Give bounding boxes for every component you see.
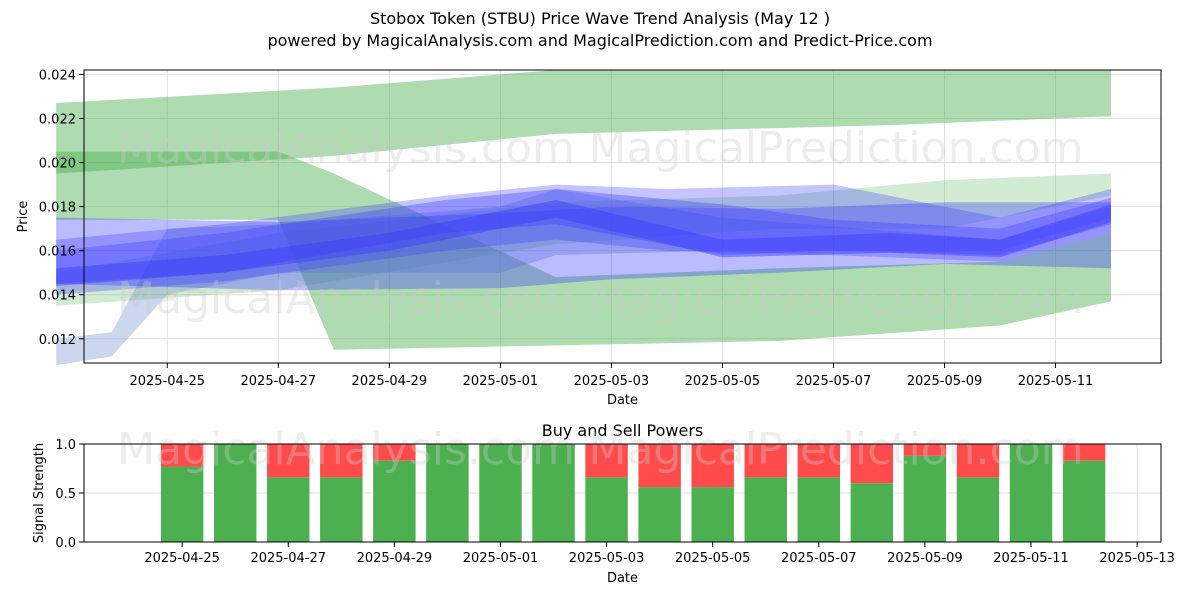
top-y-tick-label: 0.024	[39, 68, 76, 83]
bottom-x-tick-label: 2025-05-07	[781, 551, 857, 566]
buy-power-bar	[160, 466, 204, 542]
bottom-x-tick-label: 2025-05-11	[993, 551, 1069, 566]
bottom-x-tick-label: 2025-05-09	[887, 551, 963, 566]
buy-power-bar	[1009, 444, 1053, 542]
bottom-y-tick-label: 0.5	[55, 487, 76, 502]
top-x-tick-label: 2025-05-05	[685, 374, 761, 389]
buy-power-bar	[903, 455, 947, 542]
buy-power-bar	[744, 477, 787, 542]
bottom-x-tick-label: 2025-05-05	[675, 551, 751, 566]
bottom-x-tick-label: 2025-04-27	[250, 551, 326, 566]
watermark-text: MagicalAnalysis.com	[117, 273, 575, 324]
bottom-x-tick-label: 2025-04-25	[144, 551, 220, 566]
top-x-tick-label: 2025-05-07	[796, 374, 872, 389]
buy-power-bar	[213, 444, 257, 542]
top-gridlines	[84, 70, 1161, 363]
buy-power-bar	[267, 477, 310, 542]
buy-power-bar	[638, 487, 681, 542]
price-band-blue	[56, 189, 1112, 284]
top-y-tick-label: 0.012	[39, 333, 76, 348]
sell-power-bar	[850, 444, 894, 484]
sell-power-bar	[691, 444, 734, 488]
buy-power-bar	[691, 487, 734, 542]
buy-power-bar	[585, 477, 628, 542]
top-x-tick-label: 2025-05-03	[574, 374, 650, 389]
sell-power-bar	[585, 444, 628, 478]
chart-title: Stobox Token (STBU) Price Wave Trend Ana…	[369, 9, 831, 28]
buy-power-bar	[373, 460, 416, 542]
chart-subtitle: powered by MagicalAnalysis.com and Magic…	[267, 31, 933, 50]
top-x-tick-label: 2025-04-29	[352, 374, 428, 389]
sell-power-bar	[744, 444, 787, 478]
sell-power-bar	[160, 444, 204, 467]
bottom-y-tick-label: 1.0	[55, 438, 76, 453]
top-y-tick-label: 0.016	[39, 245, 76, 260]
top-x-ticks: 2025-04-25 2025-04-27 2025-04-29 2025-05-01…	[129, 363, 1093, 389]
buy-sell-title: Buy and Sell Powers	[542, 421, 704, 440]
top-y-tick-label: 0.020	[39, 157, 76, 172]
buy-power-bar	[850, 483, 894, 542]
bottom-x-tick-label: 2025-04-29	[357, 551, 433, 566]
bottom-x-axis-label: Date	[607, 571, 638, 586]
sell-power-bar	[320, 444, 363, 478]
sell-power-bar	[267, 444, 310, 478]
watermark-text: MagicalPrediction.com	[589, 424, 1084, 475]
sell-power-bar	[956, 444, 1000, 478]
bottom-x-tick-label: 2025-05-03	[569, 551, 645, 566]
top-x-tick-label: 2025-05-11	[1018, 374, 1094, 389]
buy-power-bar	[320, 477, 363, 542]
watermark-bottom: MagicalAnalysis.com MagicalPrediction.com	[117, 424, 1083, 475]
buy-power-bar	[1062, 460, 1106, 542]
price-bands	[56, 70, 1112, 366]
sell-power-bar	[903, 444, 947, 456]
watermark-text: MagicalPrediction.com	[589, 123, 1084, 174]
buy-power-bar	[797, 477, 841, 542]
watermark-text: MagicalAnalysis.com	[117, 424, 575, 475]
watermark-text: MagicalAnalysis.com	[117, 123, 575, 174]
bottom-x-ticks: 2025-04-25 2025-04-27 2025-04-29 2025-05-01…	[144, 542, 1175, 566]
sell-power-bar	[638, 444, 681, 488]
price-band-green	[56, 173, 1112, 306]
bottom-y-ticks: 0.0 0.5 1.0	[55, 438, 84, 551]
sell-power-bar	[1062, 444, 1106, 461]
buy-power-bar	[956, 477, 1000, 542]
price-band-blue	[56, 200, 1112, 286]
top-x-tick-label: 2025-04-27	[241, 374, 317, 389]
top-x-tick-label: 2025-05-01	[463, 374, 539, 389]
top-x-tick-label: 2025-05-09	[907, 374, 983, 389]
top-x-axis-label: Date	[607, 393, 638, 408]
price-band-green	[56, 151, 1112, 350]
top-plot-frame	[83, 69, 1162, 364]
bottom-x-tick-label: 2025-05-13	[1099, 551, 1175, 566]
top-y-tick-label: 0.018	[39, 201, 76, 216]
bottom-y-tick-label: 0.0	[55, 536, 76, 551]
top-y-tick-label: 0.022	[39, 112, 76, 127]
top-y-tick-label: 0.014	[39, 289, 76, 304]
price-band-green	[56, 70, 1112, 174]
buy-power-bar	[532, 444, 575, 542]
top-y-axis-label: Price	[16, 201, 31, 233]
bottom-y-axis-label: Signal Strength	[32, 443, 47, 543]
buy-power-bar	[479, 444, 522, 542]
price-band-slate	[56, 189, 1112, 366]
watermark-top: MagicalAnalysis.com MagicalPrediction.com…	[117, 123, 1083, 324]
top-y-ticks: 0.012 0.014 0.016 0.018 0.020 0.022 0.024	[39, 68, 84, 348]
buy-sell-bars	[160, 444, 1106, 542]
top-x-tick-label: 2025-04-25	[129, 374, 205, 389]
sell-power-bar	[797, 444, 841, 478]
watermark-text: MagicalPrediction.com	[589, 273, 1084, 324]
sell-power-bar	[373, 444, 416, 461]
price-band-blue	[56, 202, 1112, 291]
price-band-blue	[56, 184, 1112, 295]
buy-power-bar	[426, 444, 469, 542]
bottom-x-tick-label: 2025-05-01	[463, 551, 539, 566]
